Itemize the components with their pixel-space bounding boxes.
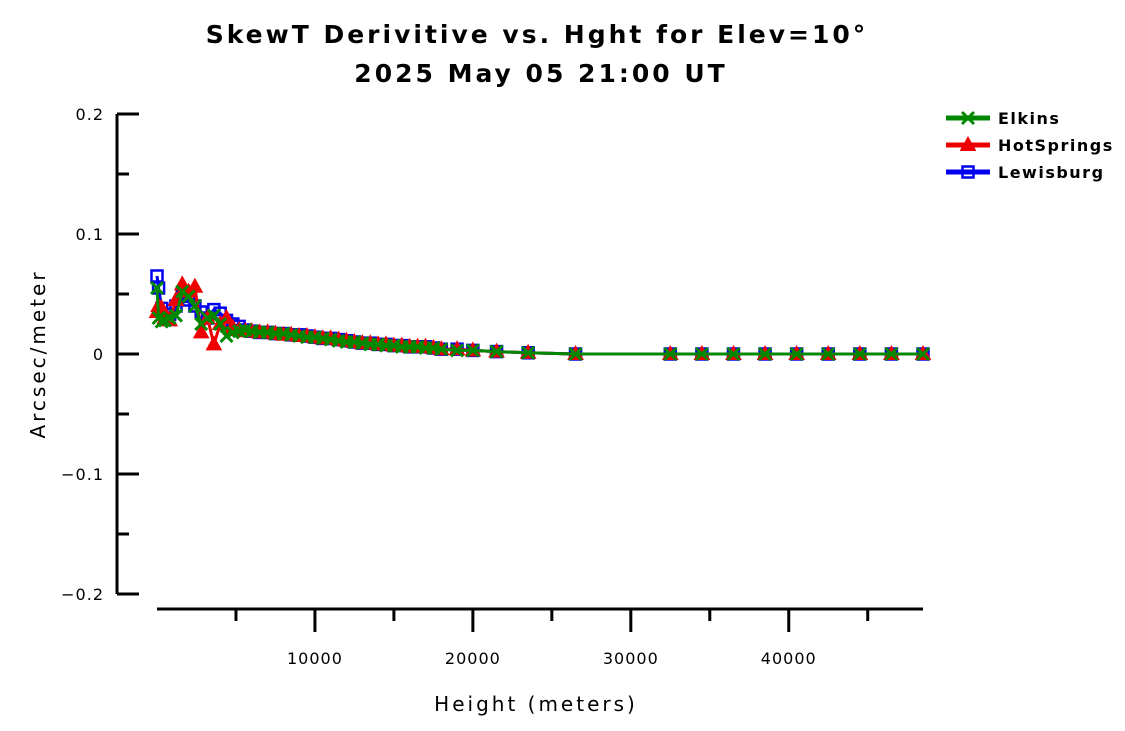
x-tick-label: 30000 — [603, 649, 659, 668]
data-point — [186, 277, 204, 293]
x-axis: 10000 20000 30000 40000 — [157, 607, 923, 668]
data-point — [168, 308, 184, 323]
data-point — [789, 346, 804, 362]
y-tick-label: −0.1 — [61, 465, 104, 484]
data-point — [852, 346, 867, 362]
data-point — [465, 343, 480, 358]
data-point — [521, 345, 536, 360]
x-tick-label: 20000 — [445, 649, 501, 668]
x-axis-label: Height (meters) — [434, 692, 638, 716]
legend-item-hotsprings: HotSprings — [946, 135, 1114, 155]
data-point — [213, 316, 228, 332]
series-lewisburg — [150, 269, 930, 361]
data-point — [181, 289, 196, 304]
chart-subtitle: 2025 May 05 21:00 UT — [354, 59, 727, 88]
legend-marker — [961, 165, 975, 179]
data-point — [434, 342, 449, 357]
legend-label: Lewisburg — [998, 163, 1105, 182]
x-tick-label: 10000 — [287, 649, 343, 668]
y-tick-label: 0.2 — [76, 105, 104, 124]
series-line-elkins — [155, 287, 923, 356]
legend-label: Elkins — [998, 109, 1060, 128]
y-axis-label: Arcsec/meter — [26, 269, 50, 438]
data-point — [489, 344, 504, 359]
series-hotsprings — [148, 275, 932, 360]
legend: Elkins HotSprings Lewisburg — [946, 109, 1114, 182]
data-point — [568, 346, 583, 362]
data-point — [915, 346, 931, 362]
data-point — [884, 346, 899, 362]
data-point — [205, 335, 223, 351]
data-point — [192, 323, 210, 339]
data-point — [187, 298, 202, 314]
series-line-hotsprings — [155, 282, 923, 356]
legend-marker — [959, 135, 977, 151]
y-tick-label: −0.2 — [61, 585, 104, 604]
legend-label: HotSprings — [998, 136, 1114, 155]
legend-item-elkins: Elkins — [946, 109, 1060, 128]
y-tick-label: 0 — [93, 345, 104, 364]
y-axis: 0.2 0.1 0 −0.1 −0.2 — [61, 105, 139, 604]
x-tick-label: 40000 — [761, 649, 817, 668]
legend-marker — [960, 110, 976, 126]
data-point — [758, 346, 773, 362]
data-point — [694, 346, 709, 362]
plot-area — [148, 269, 932, 362]
data-point — [821, 346, 836, 362]
data-point — [450, 343, 465, 358]
series-elkins — [149, 280, 931, 362]
series-line-lewisburg — [155, 275, 923, 356]
chart-title: SkewT Derivitive vs. Hght for Elev=10° — [206, 20, 869, 49]
data-point — [726, 346, 741, 362]
data-point — [663, 346, 678, 362]
y-tick-label: 0.1 — [76, 225, 104, 244]
legend-item-lewisburg: Lewisburg — [946, 163, 1105, 182]
data-point — [149, 280, 165, 296]
